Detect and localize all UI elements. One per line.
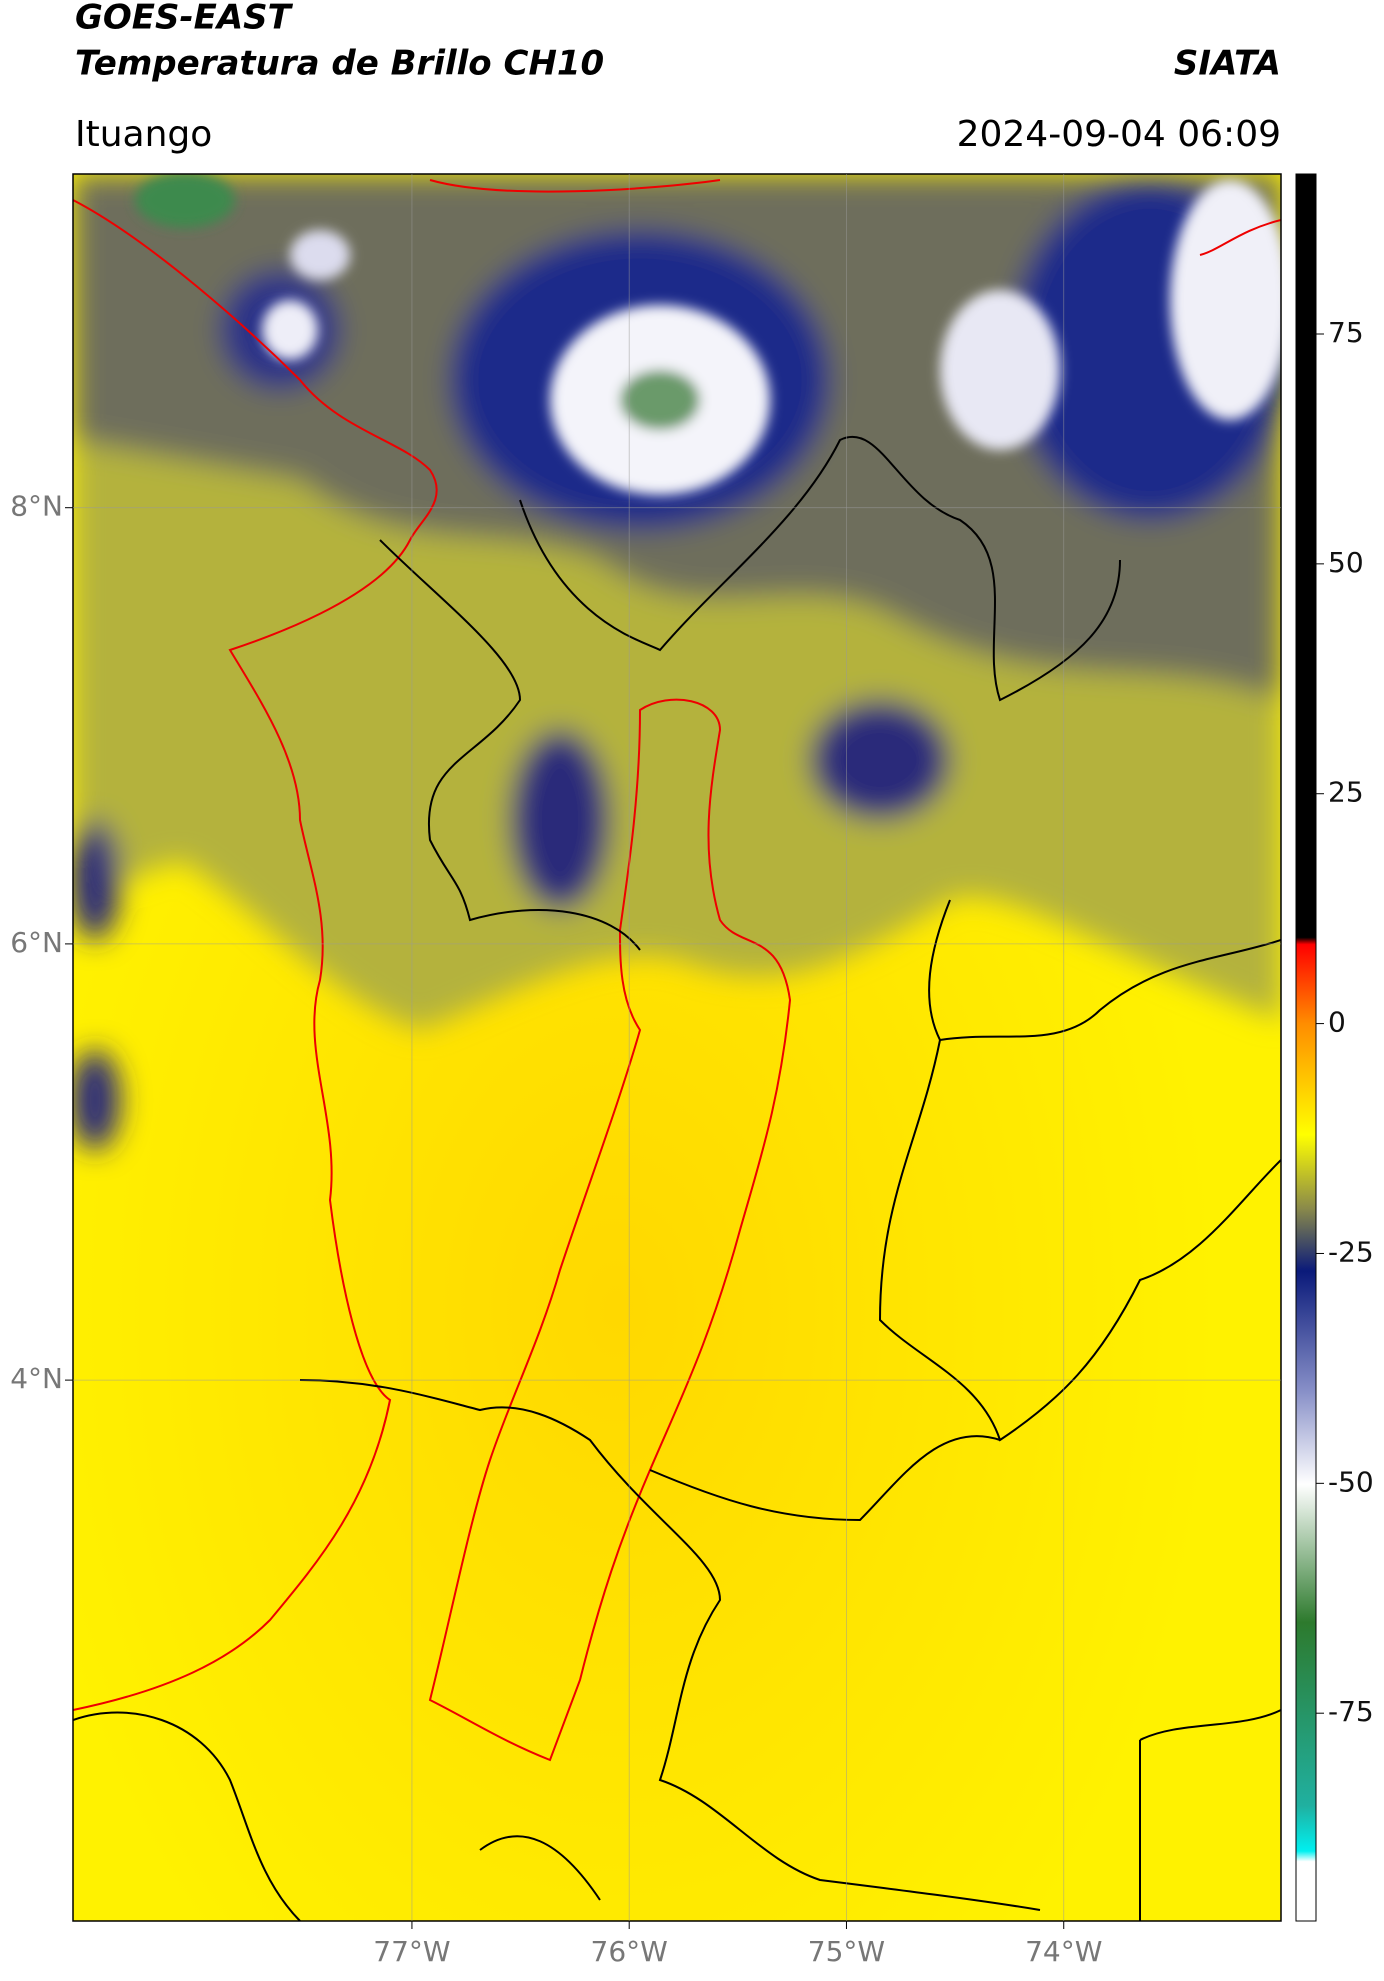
datetime: 2024-09-04 06:09 bbox=[957, 114, 1281, 155]
colorbar-tick-label: 75 bbox=[1328, 316, 1364, 349]
map-frame bbox=[72, 173, 1282, 1922]
source: SIATA bbox=[1174, 44, 1281, 84]
x-tick-label: 76°W bbox=[591, 1935, 668, 1968]
colorbar-tick-label: -50 bbox=[1328, 1465, 1374, 1498]
satellite-image bbox=[73, 174, 1281, 1921]
location: Ituango bbox=[75, 114, 212, 155]
colorbar bbox=[1295, 173, 1317, 1922]
colorbar-tick-label: -75 bbox=[1328, 1695, 1374, 1728]
colorbar-tick-label: 25 bbox=[1328, 776, 1364, 809]
y-tick-label: 8°N bbox=[10, 490, 63, 523]
colorbar-tick-label: 50 bbox=[1328, 546, 1364, 579]
ticks: 77°W 76°W 75°W 74°W 8°N 6°N 4°N 75 50 25 0 -25 -50 -7… bbox=[10, 174, 1374, 1968]
colorbar-tick-label: -25 bbox=[1328, 1235, 1374, 1268]
x-tick-label: 75°W bbox=[808, 1935, 885, 1968]
title: GOES-EAST bbox=[75, 0, 294, 38]
x-tick-label: 77°W bbox=[373, 1935, 450, 1968]
subtitle: Temperatura de Brillo CH10 bbox=[75, 44, 604, 84]
x-tick-label: 74°W bbox=[1025, 1935, 1102, 1968]
y-tick-label: 6°N bbox=[10, 926, 63, 959]
colorbar-tick-label: 0 bbox=[1328, 1006, 1346, 1039]
y-tick-label: 4°N bbox=[10, 1362, 63, 1395]
